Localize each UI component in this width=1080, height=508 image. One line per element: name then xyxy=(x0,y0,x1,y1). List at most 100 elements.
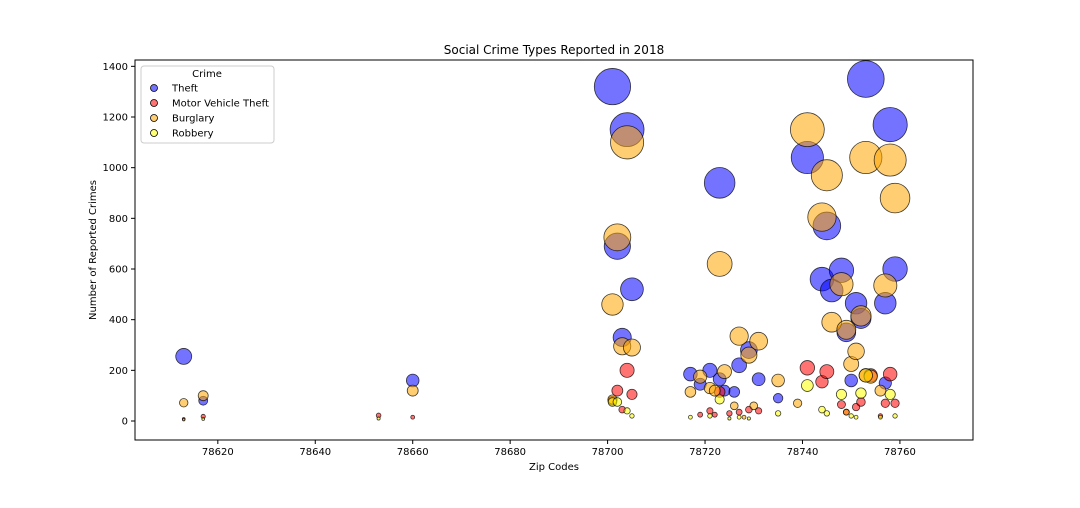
data-point xyxy=(850,305,872,327)
data-point xyxy=(799,360,815,376)
x-tick-label: 78700 xyxy=(592,447,624,458)
data-point xyxy=(736,414,742,420)
legend-label: Motor Vehicle Theft xyxy=(172,99,269,110)
series-theft xyxy=(175,60,908,406)
data-point xyxy=(697,411,704,418)
data-point xyxy=(884,388,896,400)
data-point xyxy=(623,407,631,415)
data-point xyxy=(874,384,887,397)
data-point xyxy=(749,331,768,351)
data-point xyxy=(880,398,890,408)
data-point xyxy=(620,277,644,302)
data-point xyxy=(810,159,843,192)
y-tick-label: 800 xyxy=(109,214,128,225)
data-point xyxy=(771,373,785,388)
legend-marker xyxy=(150,84,158,92)
data-point xyxy=(741,414,747,420)
data-point xyxy=(818,405,826,414)
data-point xyxy=(879,182,911,214)
data-point xyxy=(837,400,846,409)
plot-frame xyxy=(134,59,974,441)
data-point xyxy=(706,407,714,415)
data-point xyxy=(873,273,898,298)
data-point xyxy=(684,386,697,398)
legend-label: Robbery xyxy=(172,129,214,140)
data-point xyxy=(197,390,209,402)
data-point xyxy=(890,398,900,408)
data-point xyxy=(835,388,847,400)
y-tick-label: 0 xyxy=(122,417,128,428)
data-point xyxy=(610,125,645,160)
legend-marker xyxy=(150,99,158,107)
y-tick-label: 1400 xyxy=(103,62,128,73)
data-point xyxy=(751,372,766,387)
data-point xyxy=(629,413,635,419)
x-tick-label: 78620 xyxy=(202,447,234,458)
x-tick-label: 78740 xyxy=(787,447,819,458)
data-point xyxy=(847,342,865,361)
data-point xyxy=(793,398,803,408)
data-point xyxy=(848,413,854,419)
x-axis: 78620 78640 78660 78680 78700 78720 78740 78760 xyxy=(202,440,916,458)
legend-label: Theft xyxy=(171,84,198,95)
data-point xyxy=(819,364,835,379)
data-point xyxy=(878,414,883,420)
y-tick-label: 1000 xyxy=(103,163,128,174)
y-tick-label: 600 xyxy=(109,265,128,276)
data-point xyxy=(611,384,624,397)
data-point xyxy=(729,326,749,346)
data-point xyxy=(688,414,693,420)
y-tick-label: 400 xyxy=(109,315,128,326)
data-point xyxy=(410,414,416,420)
data-point xyxy=(626,388,638,400)
data-point xyxy=(182,418,186,422)
data-point xyxy=(847,60,885,98)
x-tick-label: 78760 xyxy=(884,447,916,458)
data-point xyxy=(746,416,751,421)
data-point xyxy=(842,408,850,416)
y-tick-label: 200 xyxy=(109,366,128,377)
data-point xyxy=(856,397,866,407)
legend-title: Crime xyxy=(192,69,222,80)
data-point xyxy=(829,272,854,297)
legend-marker xyxy=(150,114,158,122)
data-point xyxy=(727,416,732,421)
data-point xyxy=(853,414,859,420)
data-point xyxy=(708,384,721,397)
data-point xyxy=(882,366,898,382)
series-burglary xyxy=(179,112,911,420)
data-point xyxy=(179,398,189,408)
data-point xyxy=(735,408,743,416)
data-point xyxy=(406,384,419,397)
data-point xyxy=(772,393,784,404)
chart-title: Social Crime Types Reported in 2018 xyxy=(444,43,664,57)
series-robbery xyxy=(182,368,898,422)
data-point xyxy=(601,293,624,316)
data-point xyxy=(836,319,857,340)
data-point xyxy=(703,167,736,199)
data-point xyxy=(855,387,867,399)
data-point xyxy=(603,223,632,252)
x-tick-label: 78680 xyxy=(494,447,526,458)
data-point xyxy=(774,410,782,417)
data-point xyxy=(714,394,725,405)
legend-label: Burglary xyxy=(172,114,214,125)
data-point xyxy=(858,368,873,383)
data-point xyxy=(755,407,763,415)
legend: Crime Theft Motor Vehicle Theft Burglary Ro… xyxy=(140,65,275,144)
data-point xyxy=(711,411,718,418)
y-axis-label: Number of Reported Crimes xyxy=(88,180,99,320)
data-point xyxy=(175,348,193,365)
data-point xyxy=(376,416,381,421)
data-point xyxy=(707,413,713,419)
y-axis: 0 200 400 600 800 1000 1200 1400 xyxy=(103,62,135,428)
data-point xyxy=(789,112,825,148)
data-point xyxy=(892,413,898,419)
data-point xyxy=(807,202,837,232)
data-point xyxy=(823,410,830,417)
data-point xyxy=(844,373,858,388)
x-axis-label: Zip Codes xyxy=(529,462,579,473)
data-point xyxy=(872,107,908,143)
x-tick-label: 78720 xyxy=(689,447,721,458)
